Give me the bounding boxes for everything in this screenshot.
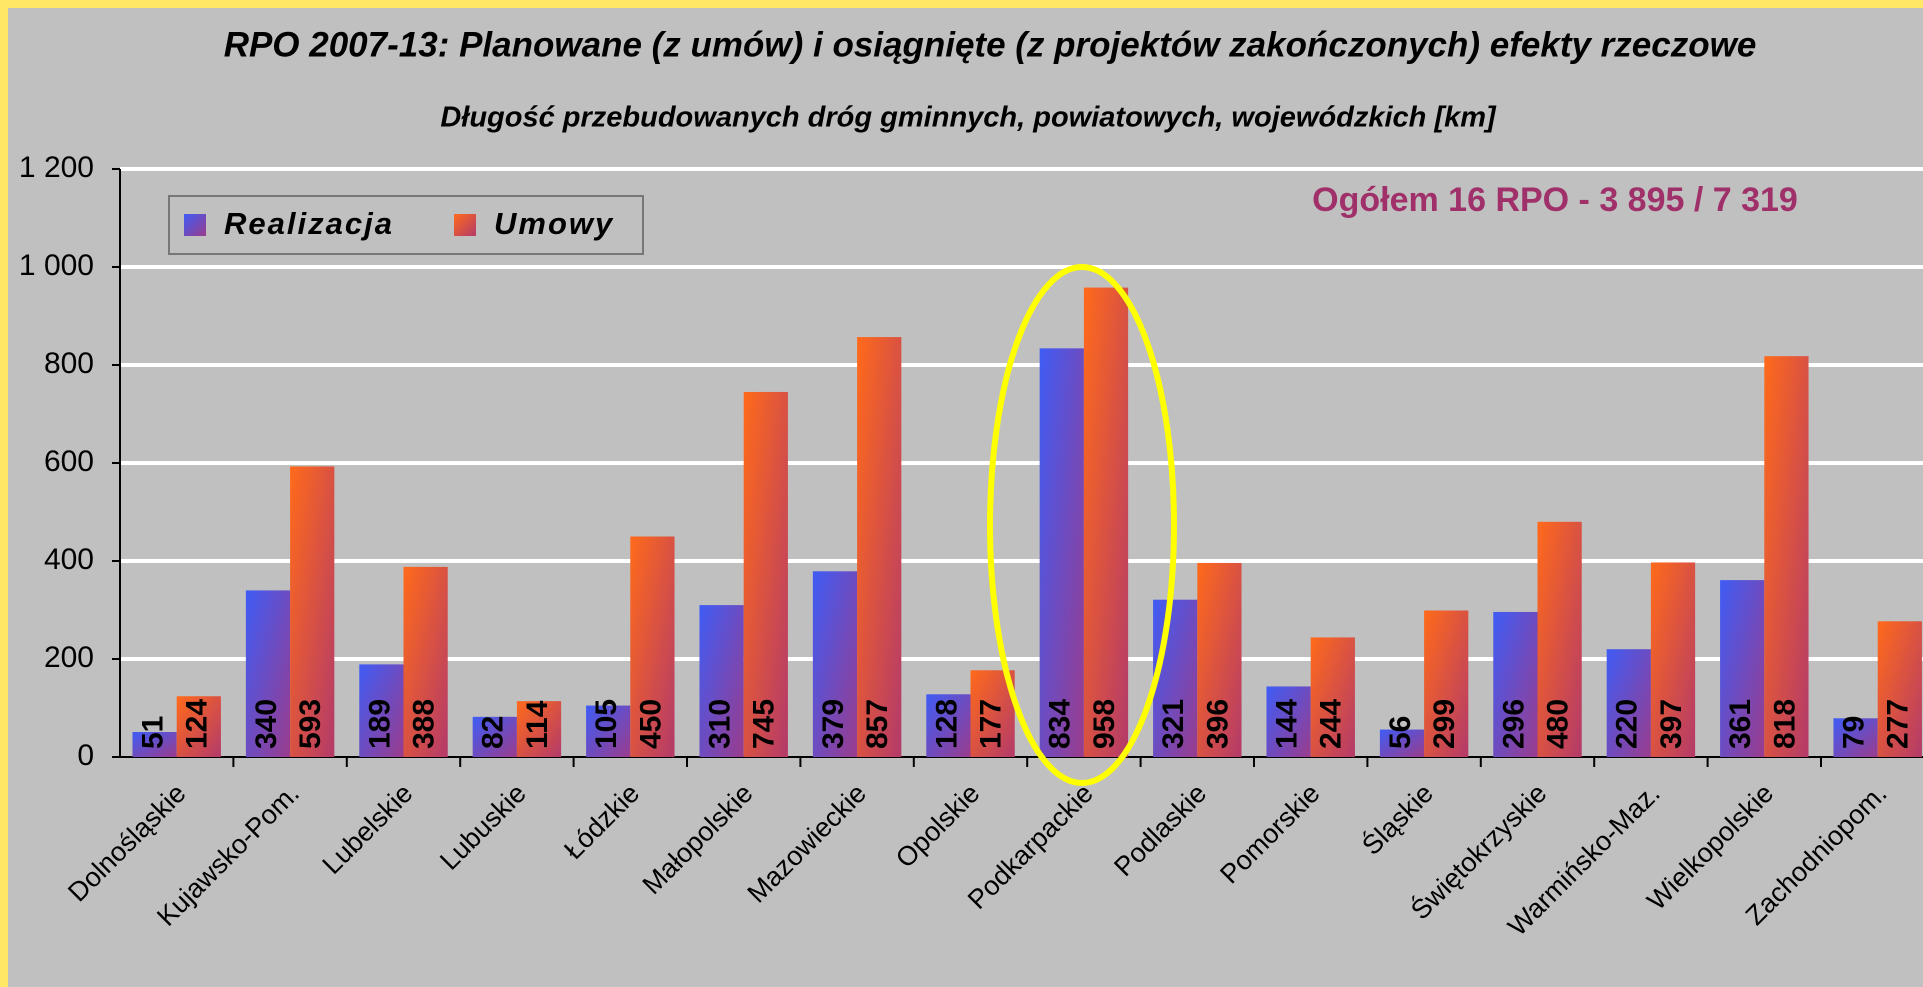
data-label: 189	[363, 699, 396, 749]
bar	[359, 664, 404, 757]
bar	[245, 590, 291, 757]
data-label: 220	[1611, 699, 1644, 749]
legend-box	[168, 195, 644, 255]
annotation: Ogółem 16 RPO - 3 895 / 7 319	[1312, 181, 1798, 219]
legend-swatch	[184, 214, 206, 236]
bar	[857, 337, 902, 757]
data-label: 593	[294, 699, 327, 749]
bar	[1720, 580, 1765, 757]
bar	[1197, 562, 1242, 757]
data-label: 361	[1724, 699, 1757, 749]
bar	[812, 571, 858, 757]
data-label: 144	[1271, 699, 1304, 749]
data-label: 321	[1157, 699, 1190, 749]
data-label: 818	[1768, 699, 1801, 749]
bar	[472, 716, 517, 757]
data-label: 79	[1838, 716, 1871, 749]
chart-title: RPO 2007-13: Planowane (z umów) i osiągn…	[224, 25, 1757, 64]
data-label: 299	[1428, 699, 1461, 749]
chart-subtitle: Długość przebudowanych dróg gminnych, po…	[440, 102, 1497, 134]
bar	[1083, 287, 1129, 757]
bar	[1153, 599, 1198, 757]
bar	[630, 536, 675, 757]
bar	[743, 391, 788, 757]
y-tick-label: 1 000	[19, 249, 94, 282]
data-label: 310	[704, 699, 737, 749]
data-label: 296	[1497, 699, 1530, 749]
y-tick-label: 800	[44, 347, 94, 380]
legend-swatch	[454, 214, 476, 236]
data-label: 388	[408, 699, 441, 749]
y-tick-label: 1 200	[19, 151, 94, 184]
y-tick-label: 0	[77, 739, 94, 772]
highlight	[987, 264, 1177, 786]
bar	[699, 605, 744, 757]
bar	[1424, 610, 1469, 757]
bar	[176, 696, 221, 757]
y-tick-label: 200	[44, 641, 94, 674]
legend-label: Umowy	[494, 206, 614, 241]
bar	[586, 705, 631, 757]
data-label: 397	[1655, 699, 1688, 749]
data-label: 128	[930, 699, 963, 749]
bar	[1606, 649, 1651, 757]
data-label: 340	[250, 699, 283, 749]
data-label: 244	[1315, 699, 1348, 749]
data-label: 124	[181, 699, 214, 749]
bar	[290, 466, 335, 757]
bar	[926, 694, 971, 757]
bar	[1833, 718, 1878, 757]
data-label: 379	[817, 699, 850, 749]
y-tick-label: 400	[44, 543, 94, 576]
bar	[1266, 686, 1311, 757]
data-label: 745	[748, 699, 781, 749]
bar	[1764, 356, 1809, 757]
legend-label: Realizacja	[224, 206, 394, 241]
bar	[403, 566, 448, 757]
bar	[132, 732, 177, 757]
data-label: 177	[975, 699, 1008, 749]
bar	[1493, 611, 1538, 757]
data-label: 480	[1542, 699, 1575, 749]
data-label: 396	[1201, 699, 1234, 749]
bar	[1379, 729, 1425, 757]
bar	[1537, 521, 1582, 757]
data-label: 450	[634, 699, 667, 749]
bar	[1650, 562, 1696, 757]
bar	[1877, 621, 1922, 757]
bar	[1039, 348, 1084, 757]
data-label: 114	[521, 700, 554, 749]
y-tick-label: 600	[44, 445, 94, 478]
data-label: 958	[1088, 699, 1121, 749]
data-label: 277	[1882, 699, 1915, 749]
data-label: 51	[137, 716, 170, 749]
data-label: 82	[477, 716, 510, 749]
bar	[1310, 637, 1355, 757]
bar	[516, 701, 562, 757]
data-label: 105	[590, 699, 623, 749]
data-label: 56	[1384, 716, 1417, 749]
data-label: 857	[861, 699, 894, 749]
data-label: 834	[1044, 699, 1077, 749]
